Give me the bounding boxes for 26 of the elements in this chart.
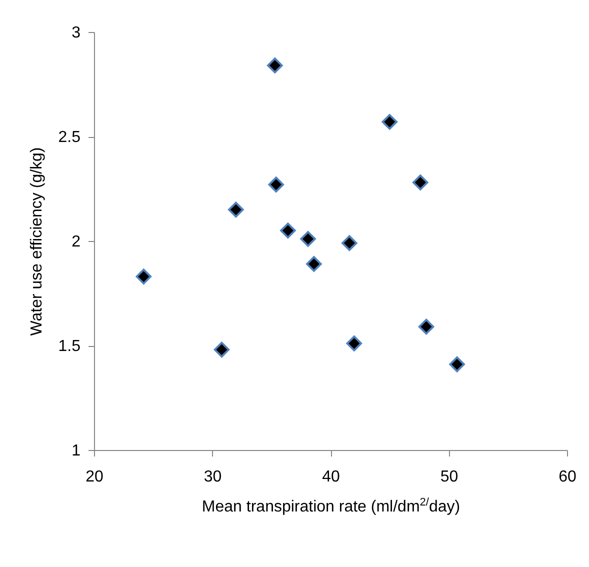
point [267, 58, 283, 74]
point [214, 342, 230, 358]
point [268, 176, 284, 192]
point [449, 356, 465, 372]
x-tick-label: 40 [322, 468, 340, 486]
x-tick-label: 20 [86, 468, 104, 486]
point [280, 222, 296, 238]
y-tick-label: 1 [72, 442, 81, 460]
point [412, 174, 428, 190]
y-tick-label: 2 [72, 234, 81, 250]
x-axis-title: Mean transpiration rate (ml/dm$^{2/}$day) [202, 496, 460, 516]
point [418, 318, 434, 335]
point [300, 231, 316, 247]
point [346, 336, 362, 352]
x-tick-label: 30 [204, 468, 222, 486]
y-tick-label: 3 [72, 24, 81, 42]
x-tick-label: 50 [440, 468, 458, 486]
point [228, 202, 244, 218]
y-axis-title: Water use efficiency (g/kg) [28, 147, 46, 336]
point [342, 235, 358, 251]
y-tick-label: 1.5 [58, 338, 81, 355]
point [382, 114, 398, 130]
point [306, 256, 322, 272]
y-tick-label: 2.5 [58, 129, 81, 146]
point [136, 268, 152, 284]
x-tick-label: 60 [558, 468, 576, 486]
